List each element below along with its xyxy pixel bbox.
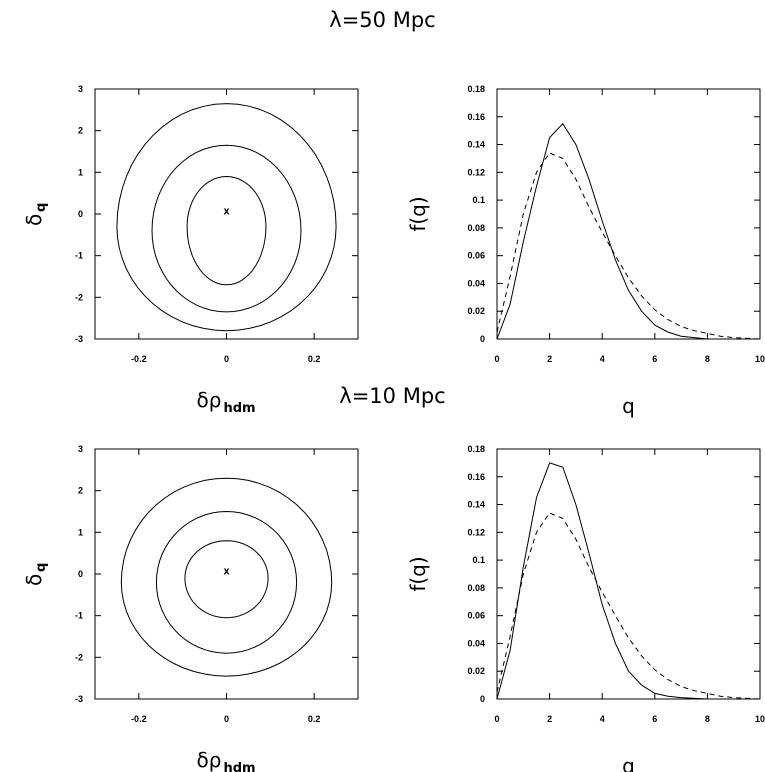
y-tick-label: -1 [75,251,83,261]
title-bottom: λ=10 Mpc [339,384,446,408]
x-tick-label: 0.2 [308,714,321,724]
y-tick-label: 0.18 [467,444,485,454]
y-tick-label: 3 [78,84,83,94]
y-tick-label: 0 [480,694,485,704]
panel-fq-50: 0 2 4 6 8 10 0 0.02 0.04 0.06 0.08 0.1 0.12 0.14 0.16 0… [406,84,765,418]
x-tick-label: 10 [755,354,765,364]
x-tick-label: 8 [705,714,710,724]
x-tick-label: 0 [224,714,229,724]
panel-contour-10: -0.2 0 0.2 -3 -2 -1 0 1 2 3 x δρ hdm δq [22,444,359,772]
y-tick-label: 0 [78,569,83,579]
title-top: λ=50 Mpc [329,8,436,32]
x-tick-label: 10 [755,714,765,724]
y-tick-label: 0.12 [467,167,485,177]
y-tick-label: -3 [75,334,83,344]
panel-contour-50: -0.2 0 0.2 -3 -2 -1 0 1 2 3 x δρ hdm δq [22,84,359,416]
y-tick-label: 0 [480,334,485,344]
y-tick-label: -2 [75,652,83,662]
y-tick-label: 0.02 [467,666,485,676]
plot-frame [496,448,761,700]
contour-line-1 [186,175,267,286]
series-line-solid [496,462,760,700]
x-axis-label: q [622,394,635,418]
x-axis-label-sub: hdm [224,401,256,416]
y-axis-label-sub: q [34,563,49,572]
y-axis-label: f(q) [406,556,430,591]
panel-fq-10: 0 2 4 6 8 10 0 0.02 0.04 0.06 0.08 0.1 0.12 0.14 0.16 0… [406,444,765,772]
y-tick-label: 1 [78,527,83,537]
y-axis-label-group: δq [22,203,49,226]
y-tick-label: -2 [75,292,83,302]
y-tick-label: 0.04 [467,638,485,648]
contour-line-3 [120,477,333,677]
y-tick-label: 0.1 [472,195,485,205]
y-tick-label: 0.06 [467,251,485,261]
x-axis-label: q [622,754,635,772]
y-tick-label: -1 [75,611,83,621]
y-tick-label: 0.06 [467,611,485,621]
series-line-dashed [496,512,761,700]
x-tick-label: -0.2 [131,714,147,724]
y-axis-label: δ [22,574,46,586]
contour-line-2 [151,144,302,313]
y-tick-label: 0.08 [467,583,485,593]
x-tick-label: 6 [652,354,657,364]
y-tick-label: 2 [78,126,83,136]
y-tick-label: -3 [75,694,83,704]
y-tick-label: 0.16 [467,472,485,482]
plot-frame [496,88,761,340]
y-tick-label: 0.02 [467,306,485,316]
y-axis-label-sub: q [34,203,49,212]
x-tick-label: 2 [547,714,552,724]
series-line-dashed [496,152,761,340]
y-tick-label: 3 [78,444,83,454]
x-tick-label: 4 [600,354,605,364]
y-axis-label: f(q) [406,196,430,231]
x-tick-label: 0 [224,354,229,364]
x-tick-label: -0.2 [131,354,147,364]
y-tick-label: 0 [78,209,83,219]
best-fit-marker: x [223,566,230,578]
y-tick-label: 2 [78,486,83,496]
x-tick-label: 8 [705,354,710,364]
series-line-solid [496,122,760,340]
y-tick-label: 1 [78,167,83,177]
y-tick-label: 0.1 [472,555,485,565]
contour-line-3 [116,103,337,332]
y-tick-label: 0.14 [467,500,485,510]
y-tick-label: 0.16 [467,112,485,122]
x-tick-label: 0.2 [308,354,321,364]
x-tick-label: 6 [652,714,657,724]
y-tick-label: 0.14 [467,140,485,150]
x-axis-label: δρ [197,748,222,772]
x-axis-label: δρ [197,388,222,412]
x-tick-label: 4 [600,714,605,724]
x-tick-label: 0 [494,354,499,364]
x-tick-label: 2 [547,354,552,364]
y-tick-label: 0.18 [467,84,485,94]
x-tick-label: 0 [494,714,499,724]
y-tick-label: 0.08 [467,223,485,233]
x-axis-label-sub: hdm [224,761,256,772]
y-tick-label: 0.04 [467,278,485,288]
y-axis-label: δ [22,214,46,226]
y-axis-label-group: δq [22,563,49,586]
best-fit-marker: x [223,206,230,218]
contour-line-1 [184,540,269,619]
contour-line-2 [155,510,298,654]
y-tick-label: 0.12 [467,527,485,537]
